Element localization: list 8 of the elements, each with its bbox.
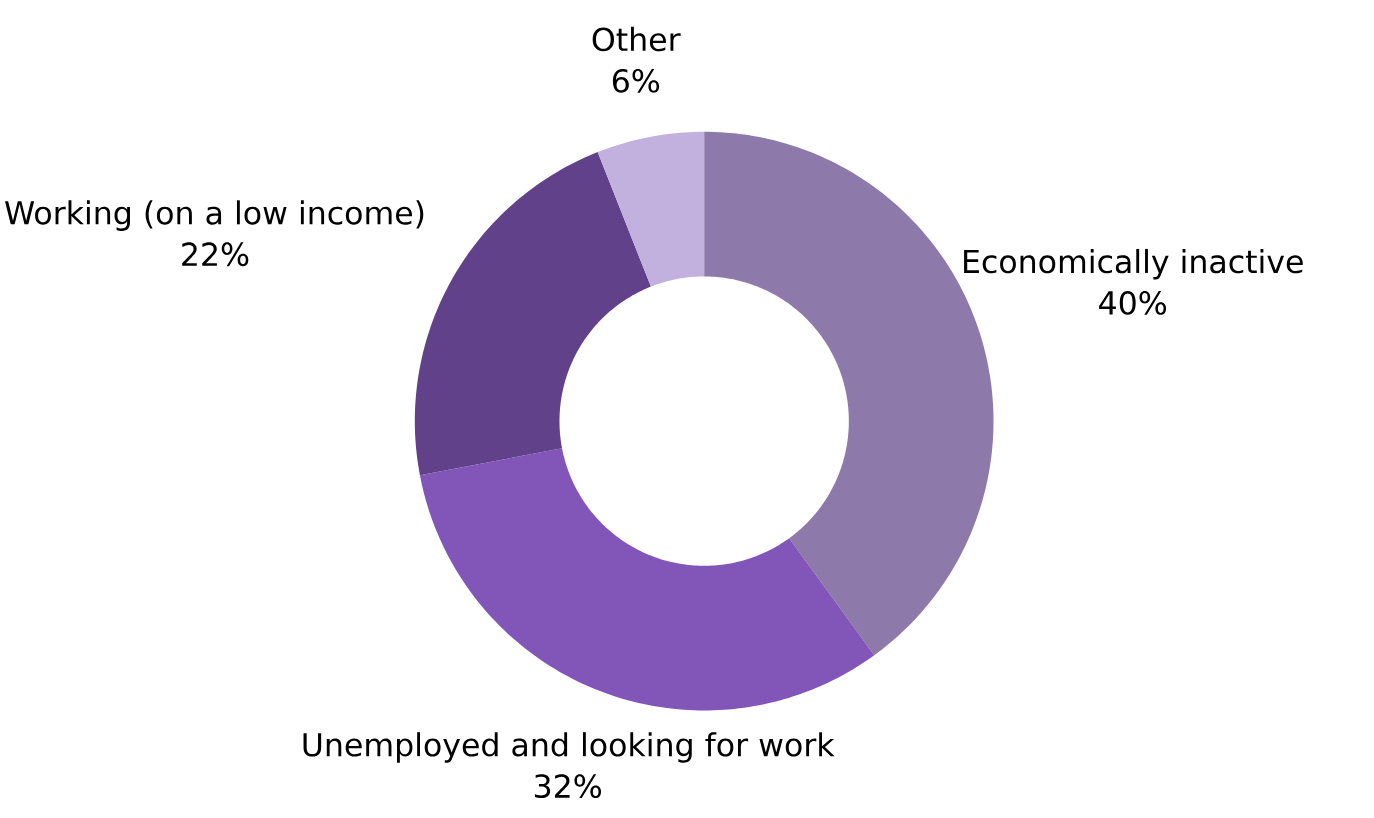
slice-label: Working (on a low income) <box>5 200 424 232</box>
slice-label: Economically inactive <box>964 249 1303 280</box>
data-label: 22% <box>182 242 249 267</box>
slice-label: Other <box>592 27 681 52</box>
data-label: 6% <box>612 69 660 94</box>
slice-label: Unemployed and looking for work <box>303 732 835 763</box>
data-label: 32% <box>534 774 601 799</box>
data-label: 40% <box>1099 291 1167 316</box>
